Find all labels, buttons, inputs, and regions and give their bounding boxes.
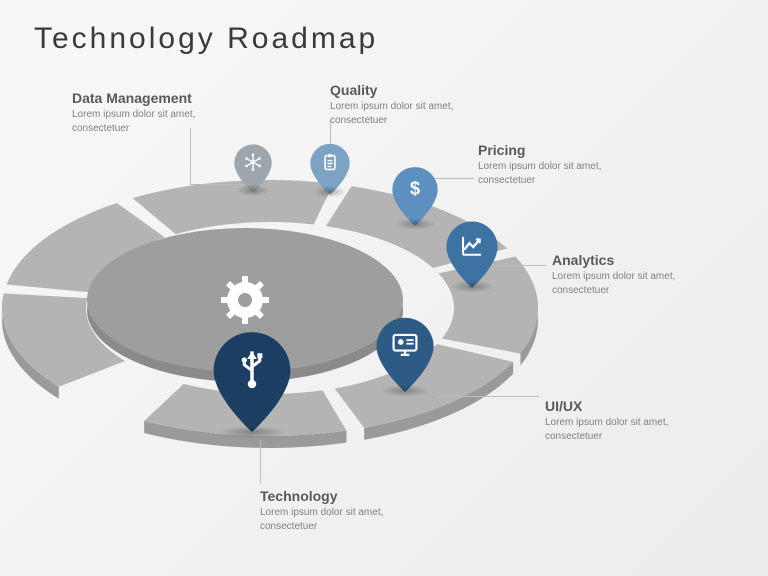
pricing-pin: $ [392,167,438,226]
data_management-body: Lorem ipsum dolor sit amet, consectetuer [72,108,240,135]
diagram-stage: $ Data Management Lorem ipsum dolor sit … [0,0,768,576]
analytics-heading: Analytics [552,252,720,268]
uiux-heading: UI/UX [545,398,713,414]
uiux-pin [376,318,434,392]
technology-label: Technology Lorem ipsum dolor sit amet, c… [260,488,428,533]
quality-body: Lorem ipsum dolor sit amet, consectetuer [330,100,498,127]
svg-text:$: $ [410,178,420,198]
data_management-heading: Data Management [72,90,240,106]
analytics-body: Lorem ipsum dolor sit amet, consectetuer [552,270,720,297]
data_management-label: Data Management Lorem ipsum dolor sit am… [72,90,240,135]
quality-label: Quality Lorem ipsum dolor sit amet, cons… [330,82,498,127]
pricing-heading: Pricing [478,142,646,158]
leader-line [190,128,191,184]
technology-heading: Technology [260,488,428,504]
quality-heading: Quality [330,82,498,98]
slide: Technology Roadmap [0,0,768,576]
leader-line [436,396,539,397]
leader-line [260,440,261,484]
technology-pin [213,332,291,432]
analytics-pin [446,221,498,288]
uiux-label: UI/UX Lorem ipsum dolor sit amet, consec… [545,398,713,443]
pricing-body: Lorem ipsum dolor sit amet, consectetuer [478,160,646,187]
data_management-pin [234,144,272,193]
quality-pin [310,144,350,195]
technology-body: Lorem ipsum dolor sit amet, consectetuer [260,506,428,533]
leader-line [496,265,546,266]
analytics-label: Analytics Lorem ipsum dolor sit amet, co… [552,252,720,297]
pricing-label: Pricing Lorem ipsum dolor sit amet, cons… [478,142,646,187]
uiux-body: Lorem ipsum dolor sit amet, consectetuer [545,416,713,443]
